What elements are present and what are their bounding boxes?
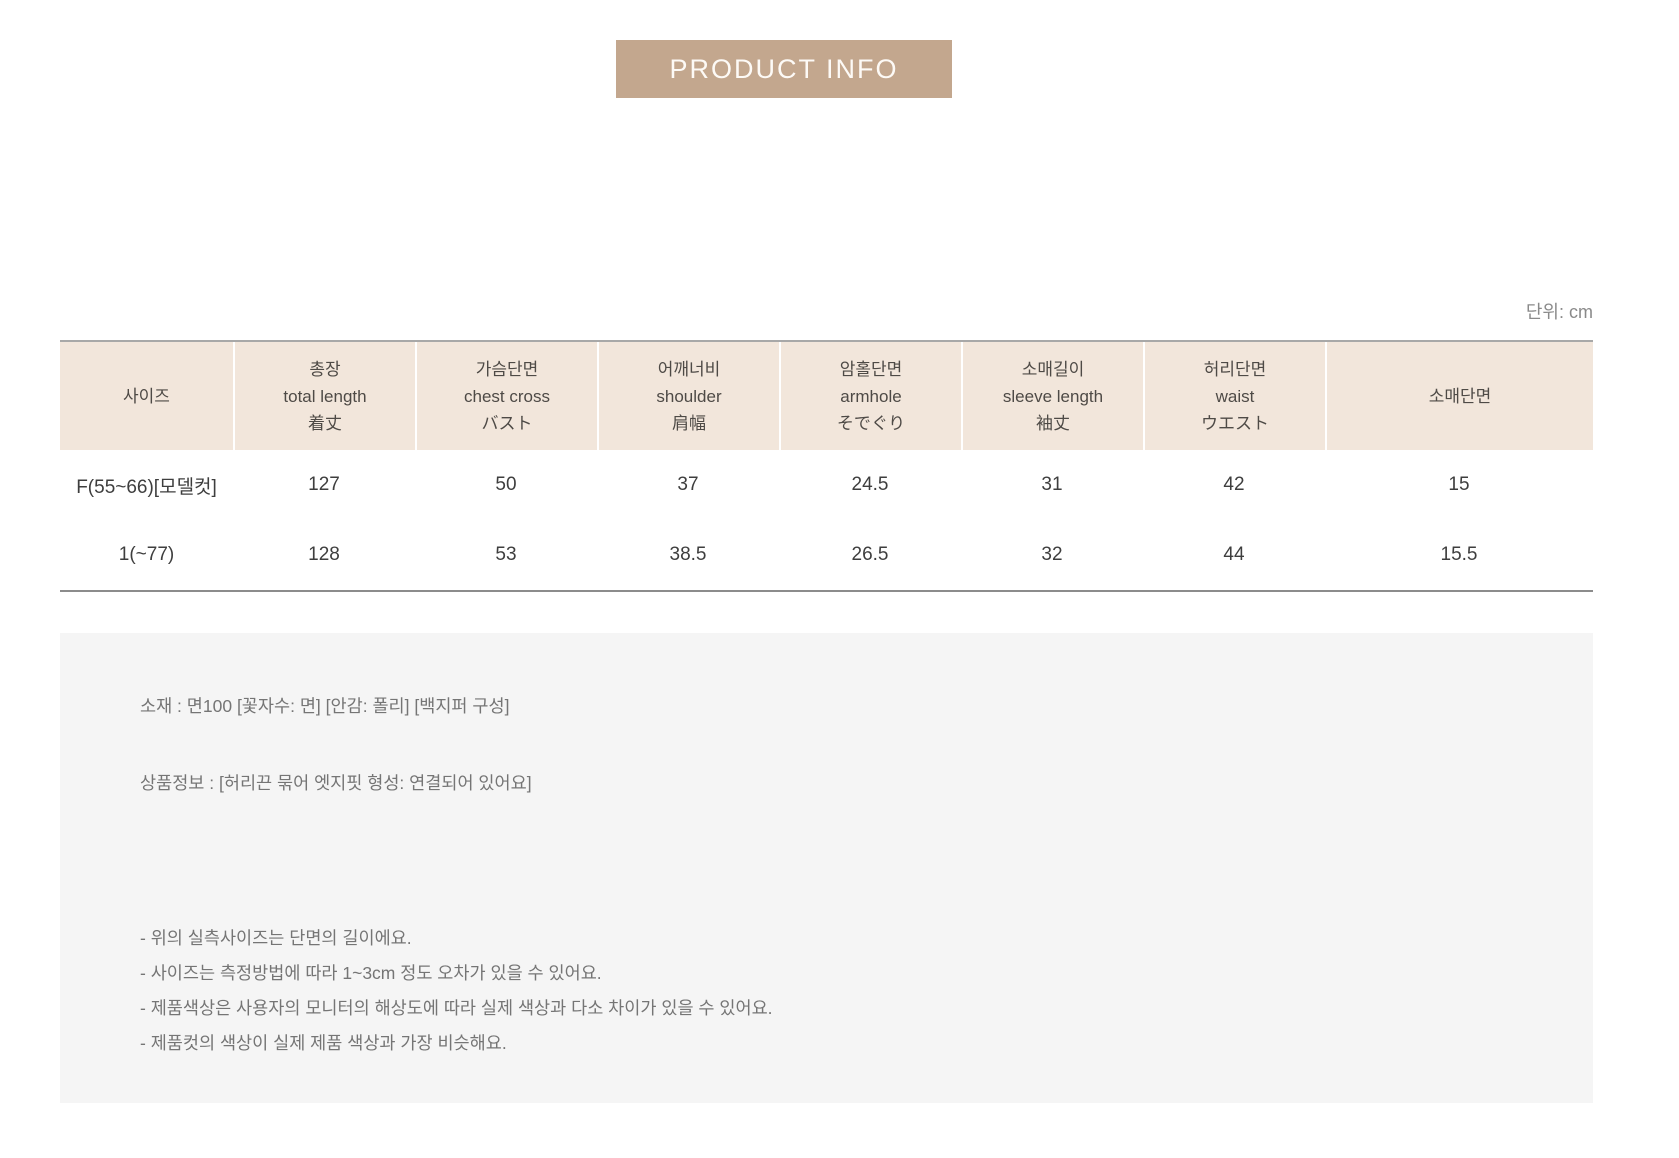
cell-value: 50 bbox=[495, 474, 517, 495]
table-row: F(55~66)[모델컷] 127 50 37 24.5 31 42 15 bbox=[60, 450, 1593, 520]
cell-value: 15.5 bbox=[1440, 544, 1478, 565]
notes-list: - 위의 실측사이즈는 단면의 길이에요. - 사이즈는 측정방법에 따라 1~… bbox=[140, 921, 1553, 1061]
column-header-ja: ウエスト bbox=[1201, 413, 1269, 433]
product-info-line: 상품정보 : [허리끈 묶어 엣지핏 형성: 연결되어 있어요] bbox=[140, 773, 532, 793]
column-header-en: waist bbox=[1215, 386, 1255, 406]
column-header-armhole: 암홀단면 armhole そでぐり bbox=[779, 342, 961, 450]
column-header-ja: 着丈 bbox=[308, 413, 342, 433]
column-header-ko: 소매길이 bbox=[1021, 359, 1085, 379]
column-header-ko: 사이즈 bbox=[123, 386, 170, 406]
note-line: - 사이즈는 측정방법에 따라 1~3cm 정도 오차가 있을 수 있어요. bbox=[140, 963, 602, 983]
column-header-ko: 허리단면 bbox=[1203, 359, 1267, 379]
banner-title: PRODUCT INFO bbox=[669, 53, 899, 84]
column-header-ja: そでぐり bbox=[836, 413, 906, 433]
column-header-en: armhole bbox=[840, 386, 902, 406]
column-header-sleeve-cross: 소매단면 bbox=[1325, 342, 1593, 450]
cell-value: 128 bbox=[308, 544, 340, 565]
note-line: - 제품컷의 색상이 실제 제품 색상과 가장 비슷해요. bbox=[140, 1033, 507, 1053]
cell-value: 38.5 bbox=[669, 544, 707, 565]
column-header-ko: 가슴단면 bbox=[475, 359, 539, 379]
cell-value: 24.5 bbox=[851, 474, 889, 495]
note-line: - 제품색상은 사용자의 모니터의 해상도에 따라 실제 색상과 다소 차이가 … bbox=[140, 998, 773, 1018]
column-header-ja: 袖丈 bbox=[1036, 413, 1070, 433]
column-header-en: chest cross bbox=[464, 386, 550, 406]
column-header-waist: 허리단면 waist ウエスト bbox=[1143, 342, 1325, 450]
column-header-en: sleeve length bbox=[1002, 386, 1104, 406]
material-line: 소재 : 면100 [꽃자수: 면] [안감: 폴리] [백지퍼 구성] bbox=[140, 696, 510, 716]
cell-value: 53 bbox=[495, 544, 517, 565]
column-header-en: shoulder bbox=[656, 386, 722, 406]
column-header-total-length: 총장 total length 着丈 bbox=[233, 342, 415, 450]
unit-label: 단위: cm bbox=[1525, 302, 1593, 322]
column-header-shoulder: 어깨너비 shoulder 肩幅 bbox=[597, 342, 779, 450]
cell-value: 127 bbox=[308, 474, 340, 495]
cell-value: 32 bbox=[1041, 544, 1063, 565]
cell-value: 26.5 bbox=[851, 544, 889, 565]
note-line: - 위의 실측사이즈는 단면의 길이에요. bbox=[140, 928, 412, 948]
cell-value: 42 bbox=[1223, 474, 1245, 495]
cell-value: 31 bbox=[1041, 474, 1063, 495]
cell-size-label: 1(~77) bbox=[118, 544, 175, 565]
table-row: 1(~77) 128 53 38.5 26.5 32 44 15.5 bbox=[60, 520, 1593, 590]
product-info-banner: PRODUCT INFO bbox=[616, 40, 952, 98]
column-header-ko: 총장 bbox=[309, 359, 341, 379]
size-section: 단위: cm 사이즈 총장 total length 着丈 가슴단면 chest… bbox=[60, 298, 1593, 1103]
column-header-sleeve-length: 소매길이 sleeve length 袖丈 bbox=[961, 342, 1143, 450]
column-header-chest-cross: 가슴단면 chest cross バスト bbox=[415, 342, 597, 450]
cell-value: 44 bbox=[1223, 544, 1245, 565]
cell-value: 37 bbox=[677, 474, 699, 495]
column-header-en: total length bbox=[283, 386, 367, 406]
column-header-ko: 소매단면 bbox=[1428, 386, 1492, 406]
column-header-ja: 肩幅 bbox=[672, 413, 706, 433]
column-header-ko: 암홀단면 bbox=[839, 359, 903, 379]
size-table: 사이즈 총장 total length 着丈 가슴단면 chest cross … bbox=[60, 340, 1593, 592]
column-header-ja: バスト bbox=[481, 413, 533, 433]
cell-size-label: F(55~66)[모델컷] bbox=[76, 476, 217, 498]
size-table-header: 사이즈 총장 total length 着丈 가슴단면 chest cross … bbox=[60, 342, 1593, 450]
cell-value: 15 bbox=[1448, 474, 1470, 495]
column-header-size: 사이즈 bbox=[60, 342, 233, 450]
column-header-ko: 어깨너비 bbox=[657, 359, 721, 379]
product-details-box: 소재 : 면100 [꽃자수: 면] [안감: 폴리] [백지퍼 구성] 상품정… bbox=[60, 633, 1593, 1103]
